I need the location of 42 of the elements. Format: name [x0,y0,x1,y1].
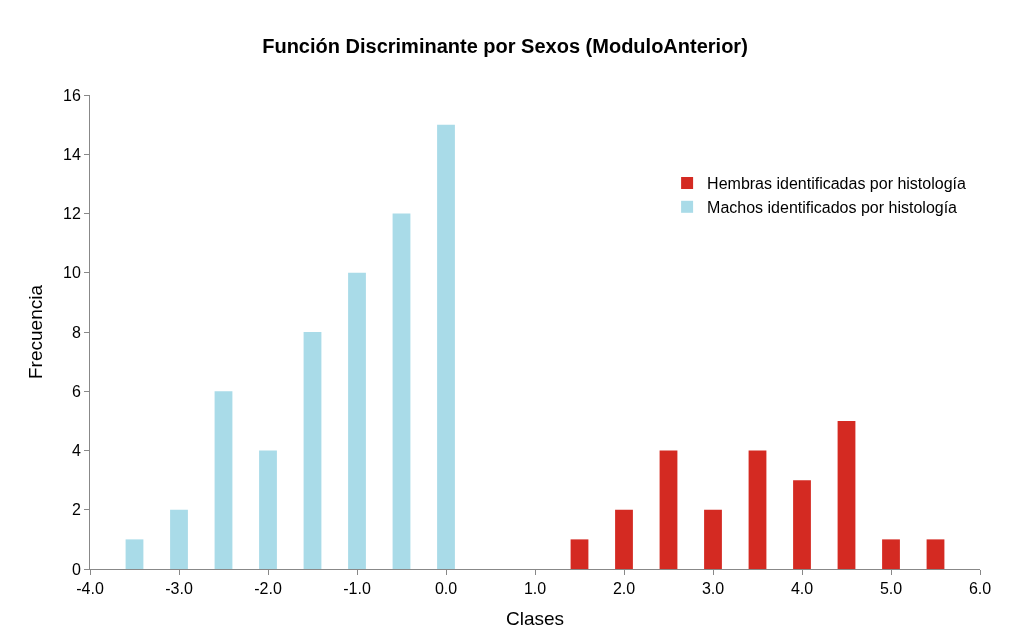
bar [437,124,455,569]
x-tick-label: -2.0 [254,580,282,598]
bar [659,450,678,569]
y-tick-label: 6 [71,382,81,400]
y-tick-label: 8 [71,323,81,341]
y-tick-label: 14 [63,145,81,163]
bar [259,450,277,569]
bar [125,539,144,569]
bar [348,272,366,569]
bar [392,213,411,569]
bar [214,391,233,569]
y-tick-label: 12 [63,205,81,223]
x-tick-label: -4.0 [76,580,104,598]
x-tick-label: -3.0 [165,580,193,598]
y-tick-label: 0 [71,560,81,578]
x-tick-label: 1.0 [523,580,547,598]
bar [615,509,633,569]
bar [837,420,856,569]
x-tick-label: -1.0 [343,580,371,598]
y-tick-label: 4 [71,442,81,460]
y-tick-label: 2 [71,501,81,519]
x-axis-title: Clases [505,608,565,629]
bar [926,539,945,569]
x-tick-label: 4.0 [790,580,814,598]
bar [793,480,811,569]
x-tick-label: 3.0 [701,580,725,598]
bar [704,509,722,569]
legend-label: Machos identificados por histología [707,199,958,217]
bar [303,332,322,569]
legend-label: Hembras identificadas por histología [707,175,967,193]
x-tick-label: 5.0 [879,580,903,598]
x-tick-label: 2.0 [612,580,636,598]
x-tick-label: 0.0 [434,580,458,598]
bar [882,539,900,569]
x-tick-label: 6.0 [968,580,992,598]
bar [170,509,188,569]
chart-title: Función Discriminante por Sexos (ModuloAnterior) [262,34,748,57]
y-tick-label: 16 [63,86,81,104]
bar [748,450,767,569]
y-axis-title: Frecuencia [24,284,46,379]
bar [570,539,589,569]
y-tick-label: 10 [63,264,81,282]
